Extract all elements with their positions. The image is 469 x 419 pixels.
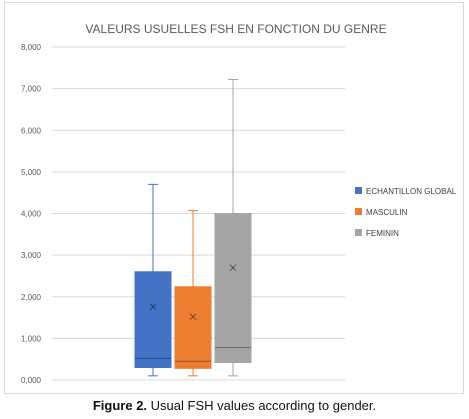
box-upper [134,271,172,359]
y-tick-label: 8,000 [21,43,42,52]
boxes [134,78,252,377]
box-upper [174,286,212,362]
y-tick-label: 1,000 [21,334,42,343]
y-tick-label: 6,000 [21,126,42,135]
box-lower [214,347,252,364]
mean-marker [149,303,157,311]
mean-marker [189,313,197,321]
legend-label: ECHANTILLON GLOBAL [366,187,457,196]
legend-swatch [355,208,362,215]
mean-marker [149,303,157,311]
chart-title: VALEURS USUELLES FSH EN FONCTION DU GENR… [85,22,386,36]
caption-text: Usual FSH values according to gender. [150,398,377,413]
legend: ECHANTILLON GLOBAL MASCULIN FEMININ [355,187,457,238]
box-upper [214,213,252,349]
box-series [134,183,172,377]
box-lower [174,360,212,369]
box-series [214,78,252,377]
y-tick-label: 0,000 [21,376,42,385]
legend-label: MASCULIN [366,208,408,217]
y-tick-label: 2,000 [21,293,42,302]
y-tick-label: 7,000 [21,85,42,94]
legend-swatch [355,229,362,236]
y-tick-label: 3,000 [21,251,42,260]
y-tick-label: 5,000 [21,168,42,177]
mean-marker [229,264,237,271]
box-series [174,210,212,377]
legend-swatch [355,187,362,194]
caption-label: Figure 2. [92,398,148,413]
figure-caption: Figure 2. Usual FSH values according to … [0,398,469,413]
box-lower [134,357,172,369]
mean-marker [189,313,197,321]
mean-marker [229,264,237,271]
legend-label: FEMININ [366,229,399,238]
y-axis: 0,000 1,000 2,000 3,000 4,000 5,000 6,000 7,000… [21,43,42,385]
y-tick-label: 4,000 [21,210,42,219]
gridlines [52,46,345,381]
